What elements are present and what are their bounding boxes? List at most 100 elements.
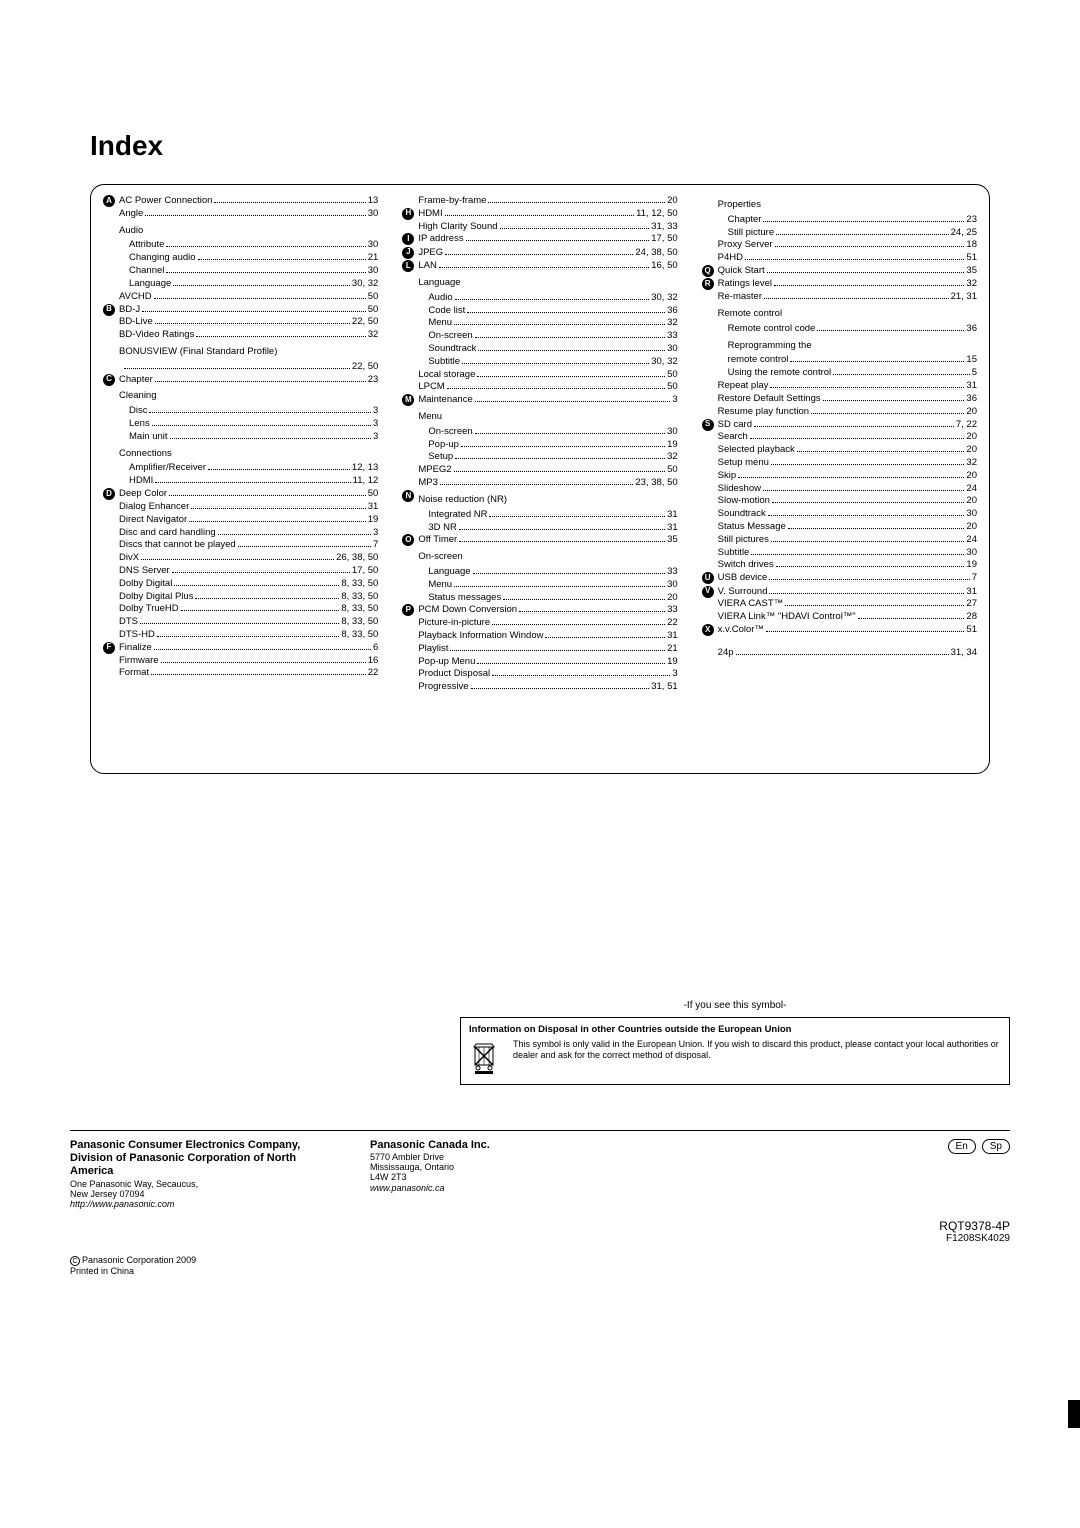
- index-entry: Progressive31, 51: [418, 681, 677, 694]
- disposal-text: This symbol is only valid in the Europea…: [513, 1039, 1001, 1061]
- index-entry: JPEG 24, 38, 50: [418, 247, 677, 260]
- index-entry-page: 18: [966, 239, 977, 252]
- index-entry-page: 24, 38, 50: [635, 247, 677, 260]
- letter-badge: J: [402, 247, 414, 259]
- index-entry-page: 3: [672, 668, 677, 681]
- index-entry: BD-J50: [119, 304, 378, 317]
- index-entry: Ratings level32: [718, 278, 977, 291]
- index-column-2: Frame-by-frame20HHDMI11, 12, 50High Clar…: [402, 195, 677, 694]
- index-entry: BD-Video Ratings32: [119, 329, 378, 342]
- index-entry-label: Disc and card handling: [119, 527, 216, 540]
- index-entry: HDMI 11, 12, 50: [418, 208, 677, 221]
- index-entry-page: 50: [368, 304, 379, 317]
- index-entry-label: HDMI: [129, 475, 153, 488]
- letter-badge: M: [402, 394, 414, 406]
- index-entry: AC Power Connection13: [119, 195, 378, 208]
- index-entry-page: 22: [667, 617, 678, 630]
- index-entry-page: 32: [966, 457, 977, 470]
- index-entry-page: 8, 33, 50: [341, 603, 378, 616]
- index-entry: Setup32: [418, 451, 677, 464]
- index-entry-label: Slideshow: [718, 483, 761, 496]
- index-entry-page: 21: [667, 643, 678, 656]
- index-entry-page: 36: [667, 305, 678, 318]
- index-entry: Channel30: [119, 265, 378, 278]
- index-entry-label: Pop-up: [428, 439, 459, 452]
- index-entry-page: 31, 33: [651, 221, 677, 234]
- index-entry: Language30, 32: [119, 278, 378, 291]
- letter-badge: I: [402, 233, 414, 245]
- index-entry: Finalize6: [119, 642, 378, 655]
- index-entry: SD card7, 22: [718, 419, 977, 432]
- index-entry-label: Menu: [428, 579, 452, 592]
- index-entry-page: 15: [966, 354, 977, 367]
- index-heading: Cleaning: [119, 390, 378, 403]
- index-entry-label: Status Message: [718, 521, 786, 534]
- index-entry: Still picture24, 25: [718, 227, 977, 240]
- letter-badge: L: [402, 260, 414, 272]
- footer-addr-us-2: New Jersey 07094: [70, 1189, 330, 1199]
- index-entry: Disc3: [119, 405, 378, 418]
- index-entry-label: IP address: [418, 233, 463, 246]
- index-entry-label: Dolby TrueHD: [119, 603, 179, 616]
- index-heading: Remote control: [718, 308, 977, 321]
- index-entry-page: 24, 25: [951, 227, 977, 240]
- index-entry-label: 24p: [718, 647, 734, 660]
- index-entry-label: Switch drives: [718, 559, 774, 572]
- index-entry: Switch drives 19: [718, 559, 977, 572]
- index-entry-label: Frame-by-frame: [418, 195, 486, 208]
- index-heading: Noise reduction (NR): [418, 494, 677, 507]
- index-entry: HDMI11, 12: [119, 475, 378, 488]
- index-entry-page: 3: [672, 394, 677, 407]
- lang-badge-en: En: [948, 1139, 976, 1154]
- index-entry-page: 50: [667, 369, 678, 382]
- index-entry: High Clarity Sound31, 33: [418, 221, 677, 234]
- index-entry-page: 31: [667, 509, 678, 522]
- index-entry-page: 3: [373, 527, 378, 540]
- copyright-line-2: Printed in China: [70, 1266, 196, 1277]
- index-entry-label: Language: [428, 566, 470, 579]
- index-entry-label: JPEG: [418, 247, 443, 260]
- index-entry: remote control15: [718, 354, 977, 367]
- index-entry-label: BD-Video Ratings: [119, 329, 194, 342]
- index-entry: Pop-up19: [418, 439, 677, 452]
- index-heading: Properties: [718, 199, 977, 212]
- index-entry: Dolby Digital Plus8, 33, 50: [119, 591, 378, 604]
- index-entry: Using the remote control5: [718, 367, 977, 380]
- index-entry-label: Proxy Server: [718, 239, 773, 252]
- index-entry-label: Local storage: [418, 369, 475, 382]
- index-entry-label: Integrated NR: [428, 509, 487, 522]
- index-entry: Subtitle30: [718, 547, 977, 560]
- index-entry-label: Remote control code: [728, 323, 816, 336]
- index-entry: Off Timer35: [418, 534, 677, 547]
- index-entry: Repeat play31: [718, 380, 977, 393]
- index-entry: Menu32: [418, 317, 677, 330]
- index-entry-page: 8, 33, 50: [341, 629, 378, 642]
- disposal-box-title: Information on Disposal in other Countri…: [469, 1024, 1001, 1035]
- index-entry: Local storage 50: [418, 369, 677, 382]
- index-entry-label: Direct Navigator: [119, 514, 187, 527]
- index-entry: Attribute30: [119, 239, 378, 252]
- index-entry-page: 11, 12, 50: [636, 208, 678, 221]
- index-entry-page: 33: [667, 604, 678, 617]
- letter-badge: V: [702, 586, 714, 598]
- index-entry-page: 12, 13: [352, 462, 378, 475]
- footer-addr-us-1: One Panasonic Way, Secaucus,: [70, 1179, 330, 1189]
- index-entry-label: Subtitle: [428, 356, 460, 369]
- footer-left-address: Panasonic Consumer Electronics Company, …: [70, 1139, 330, 1210]
- index-entry: Setup menu32: [718, 457, 977, 470]
- index-entry-page: 28: [966, 611, 977, 624]
- letter-badge: R: [702, 278, 714, 290]
- index-entry-label: HDMI: [418, 208, 442, 221]
- index-entry-label: VIERA CAST™: [718, 598, 783, 611]
- index-entry-page: 20: [966, 495, 977, 508]
- index-entry-label: Chapter: [119, 374, 153, 387]
- index-entry-page: 19: [966, 559, 977, 572]
- letter-badge: U: [702, 572, 714, 584]
- index-entry-label: Changing audio: [129, 252, 196, 265]
- index-entry-label: Disc: [129, 405, 147, 418]
- disposal-box: Information on Disposal in other Countri…: [460, 1017, 1010, 1085]
- index-entry-page: 26, 38, 50: [336, 552, 378, 565]
- index-entry: P4HD51: [718, 252, 977, 265]
- index-entry: VIERA CAST™27: [718, 598, 977, 611]
- index-entry-page: 20: [966, 470, 977, 483]
